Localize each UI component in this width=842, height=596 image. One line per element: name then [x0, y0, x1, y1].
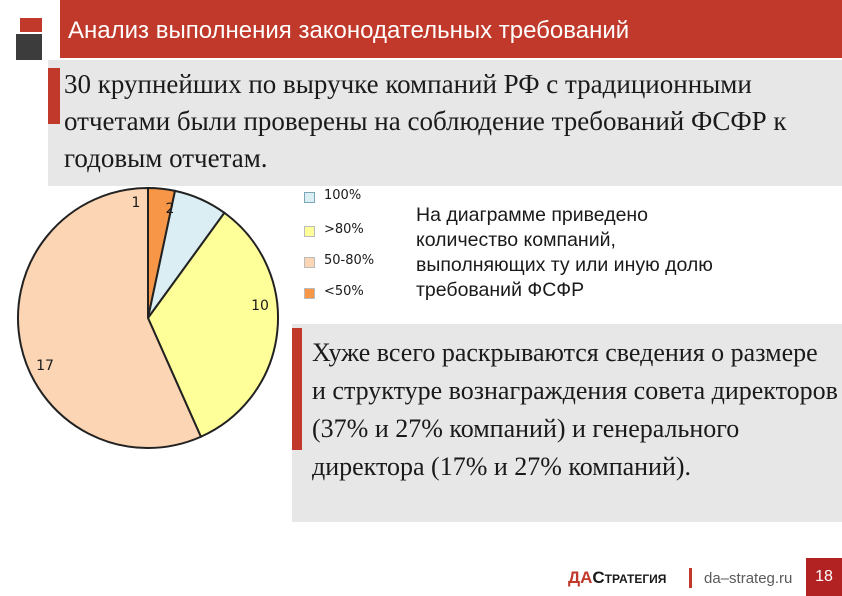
legend-label-under-50: <50% — [324, 284, 364, 299]
pie-value-label-3: 1 — [132, 195, 141, 211]
pie-slice-1 — [146, 211, 279, 439]
legend-swatch-under-50 — [304, 288, 315, 299]
chart-note: На диаграмме приведено количество компан… — [416, 204, 713, 301]
intro-accent-bar — [48, 68, 60, 124]
legend-swatch-50-80 — [304, 257, 315, 268]
footer-website: da–strateg.ru — [704, 570, 793, 587]
intro-text: 30 крупнейших по выручке компаний РФ с т… — [64, 69, 787, 173]
pie-value-label-1: 10 — [251, 298, 269, 314]
pie-chart: 1 2 10 17 — [17, 186, 279, 449]
pie-value-label-0: 2 — [166, 201, 175, 217]
legend-swatch-100 — [304, 192, 315, 203]
company-logo: ДАСтратегия — [568, 568, 666, 588]
legend-label-80: >80% — [324, 222, 364, 237]
decor-square-gray — [14, 32, 44, 62]
page-number: 18 — [806, 558, 842, 596]
logo-rest: Стратегия — [592, 568, 667, 587]
pie-value-label-2: 17 — [36, 358, 54, 374]
finding-box — [292, 324, 842, 522]
title-bar — [60, 0, 842, 58]
intro-box — [48, 60, 842, 186]
finding-accent-bar — [292, 328, 302, 450]
pie-labels: 1 2 10 17 — [36, 195, 269, 374]
footer-separator — [689, 568, 692, 588]
pie-slice-2 — [17, 186, 203, 449]
logo-prefix: ДА — [568, 568, 593, 587]
legend-swatch-80 — [304, 226, 315, 237]
legend-label-100: 100% — [324, 188, 362, 203]
pie-slices — [17, 186, 279, 449]
legend-label-50-80: 50-80% — [324, 253, 375, 268]
slide-title: Анализ выполнения законодательных требов… — [68, 17, 630, 44]
finding-text: Хуже всего раскрываются сведения о разме… — [312, 338, 838, 481]
